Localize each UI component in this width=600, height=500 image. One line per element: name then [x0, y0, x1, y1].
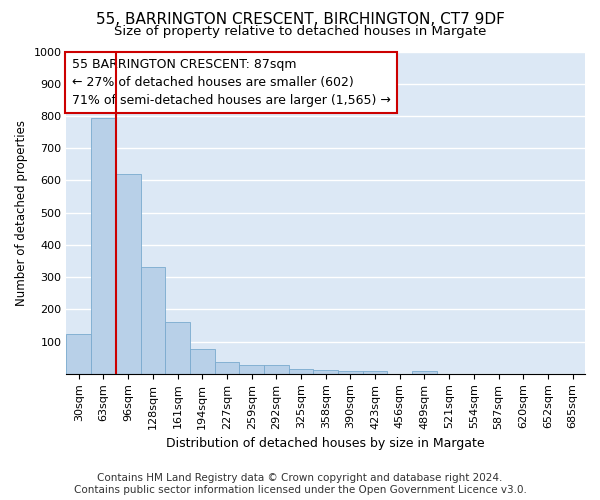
- Text: Contains HM Land Registry data © Crown copyright and database right 2024.
Contai: Contains HM Land Registry data © Crown c…: [74, 474, 526, 495]
- Text: Size of property relative to detached houses in Margate: Size of property relative to detached ho…: [114, 25, 486, 38]
- Bar: [264, 365, 289, 374]
- Bar: [215, 362, 239, 374]
- Bar: [190, 348, 215, 374]
- Bar: [338, 370, 363, 374]
- Y-axis label: Number of detached properties: Number of detached properties: [15, 120, 28, 306]
- Bar: [289, 368, 313, 374]
- Text: 55 BARRINGTON CRESCENT: 87sqm
← 27% of detached houses are smaller (602)
71% of : 55 BARRINGTON CRESCENT: 87sqm ← 27% of d…: [71, 58, 391, 107]
- Bar: [140, 268, 165, 374]
- Bar: [239, 365, 264, 374]
- Bar: [165, 322, 190, 374]
- Bar: [67, 334, 91, 374]
- Text: 55, BARRINGTON CRESCENT, BIRCHINGTON, CT7 9DF: 55, BARRINGTON CRESCENT, BIRCHINGTON, CT…: [95, 12, 505, 28]
- Bar: [363, 371, 388, 374]
- Bar: [412, 371, 437, 374]
- Bar: [91, 118, 116, 374]
- Bar: [313, 370, 338, 374]
- Bar: [116, 174, 140, 374]
- X-axis label: Distribution of detached houses by size in Margate: Distribution of detached houses by size …: [166, 437, 485, 450]
